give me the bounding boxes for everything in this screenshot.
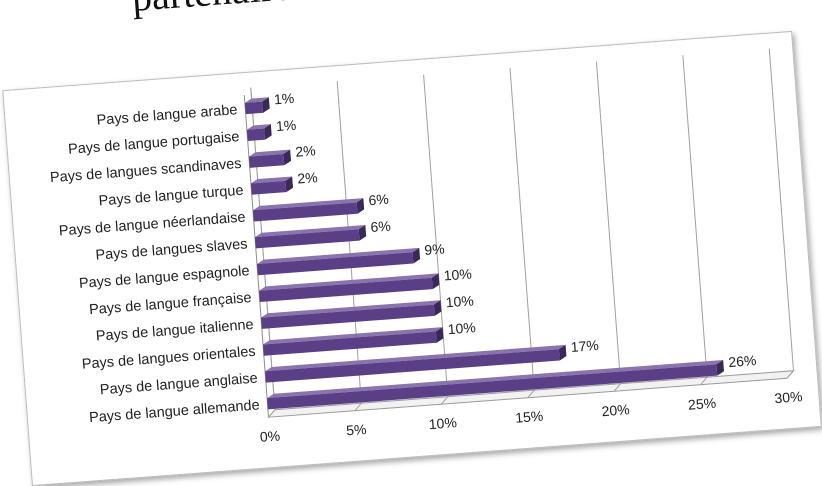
category-label: Pays de langues scandinaves <box>50 156 243 186</box>
bar-side <box>412 247 421 264</box>
x-tick-label: 25% <box>687 395 716 413</box>
gridline <box>336 81 362 404</box>
gridline <box>423 74 449 397</box>
data-label: 2% <box>297 169 318 186</box>
data-label: 1% <box>273 90 294 107</box>
data-label: 10% <box>445 292 474 310</box>
x-tick-label: 10% <box>428 414 457 432</box>
bar <box>267 364 718 410</box>
x-tick-label: 20% <box>601 401 630 419</box>
bar-side <box>558 344 567 361</box>
bar-top <box>256 247 420 264</box>
bar-side <box>262 97 270 113</box>
category-label: Pays de langue allemande <box>89 397 261 426</box>
category-label: Pays de langue arabe <box>96 102 238 129</box>
document-caption: partenaires comm <box>130 0 418 21</box>
bar-side <box>431 273 440 290</box>
data-label: 17% <box>570 337 599 355</box>
x-tick-label: 15% <box>515 408 544 426</box>
category-label: Pays de langues orientales <box>81 344 256 373</box>
bar-side <box>433 300 442 316</box>
x-tick-label: 5% <box>346 421 367 438</box>
bar-top <box>246 124 271 130</box>
bar-chart: 0% 5% 10% 15% 20% 25% 30% Pays de langue allema… <box>50 48 803 445</box>
chart-frame: 0% 5% 10% 15% 20% 25% 30% Pays de langue allema… <box>2 30 822 486</box>
gridline-floor <box>613 383 622 392</box>
gridline-floor <box>527 389 535 399</box>
bar <box>258 277 433 303</box>
y-axis-line <box>243 95 269 418</box>
gridline <box>768 48 794 371</box>
category-label: Pays de langue néerlandaise <box>58 210 246 240</box>
bar <box>265 349 560 383</box>
gridline-floor <box>354 402 362 412</box>
bar-side <box>356 198 365 214</box>
bar-top <box>265 344 566 372</box>
category-label: Pays de langue anglaise <box>99 371 258 399</box>
x-tick-label: 30% <box>774 388 803 406</box>
gridline-floor <box>268 409 276 418</box>
bar-side <box>435 327 444 343</box>
data-label: 10% <box>443 265 472 283</box>
gridline <box>682 55 708 378</box>
category-label: Pays de langue portugaise <box>68 129 240 158</box>
bar <box>252 202 358 222</box>
bar <box>244 101 263 115</box>
bar-side <box>285 176 294 193</box>
gridline <box>250 87 276 410</box>
gridline-floor <box>440 396 449 405</box>
bar <box>263 331 437 356</box>
bar-side <box>716 359 725 376</box>
data-label: 2% <box>295 142 316 159</box>
bar-top <box>254 224 366 238</box>
bar-top <box>267 359 724 399</box>
bar-side <box>358 224 367 241</box>
category-label: Pays de langue turque <box>98 183 244 210</box>
data-label: 1% <box>275 117 296 134</box>
x-tick-label: 0% <box>259 427 280 444</box>
bar <box>248 153 285 168</box>
gridline <box>509 68 535 391</box>
category-label: Pays de langue française <box>89 290 253 318</box>
bar-top <box>252 198 364 211</box>
bar-top <box>244 97 269 103</box>
bar <box>250 180 287 195</box>
category-label: Pays de langue espagnole <box>78 263 250 292</box>
bar-top <box>263 327 443 345</box>
category-label: Pays de langue italienne <box>95 317 254 345</box>
data-label: 6% <box>368 191 389 208</box>
bar-top <box>261 300 441 318</box>
gridline-floor <box>786 370 794 379</box>
bar-top <box>250 176 293 184</box>
data-label: 10% <box>447 319 476 337</box>
bar-side <box>283 149 292 166</box>
gridline <box>595 61 622 384</box>
bar-top <box>258 273 439 291</box>
data-label: 26% <box>728 352 757 370</box>
category-label: Pays de langues slaves <box>95 236 248 263</box>
bar <box>254 229 360 249</box>
data-label: 6% <box>370 218 391 235</box>
bar <box>256 252 414 276</box>
bar-side <box>264 124 272 140</box>
data-label: 9% <box>424 241 445 258</box>
bar <box>246 128 266 142</box>
bar-top <box>248 149 291 157</box>
bar <box>261 304 435 329</box>
gridline-floor <box>700 376 708 386</box>
